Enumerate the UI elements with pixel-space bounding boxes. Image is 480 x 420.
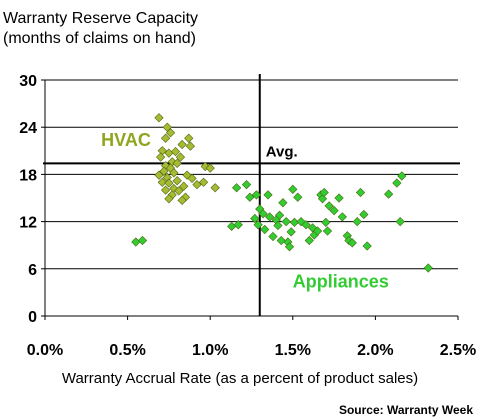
- data-point-hvac: [185, 141, 196, 151]
- data-point-appliances: [263, 190, 273, 200]
- data-point-appliances: [278, 198, 288, 208]
- data-point-appliances: [137, 235, 148, 246]
- data-point-hvac: [210, 183, 220, 193]
- data-point-appliances: [304, 235, 314, 246]
- data-point-appliances: [265, 212, 275, 222]
- annotation-appliances: Appliances: [293, 272, 389, 292]
- data-point-appliances: [233, 220, 243, 230]
- gridlines: [45, 79, 458, 270]
- y-tick-label: 18: [19, 167, 37, 184]
- annotations: HVAC Appliances: [101, 130, 389, 292]
- data-point-appliances: [245, 192, 255, 202]
- data-point-appliances: [337, 212, 347, 222]
- x-tick-label: 2.0%: [357, 342, 393, 359]
- data-point-hvac: [154, 170, 164, 180]
- data-point-appliances: [329, 205, 339, 216]
- data-point-appliances: [397, 171, 407, 181]
- y-tick-label: 0: [28, 309, 37, 326]
- x-axis-label: Warranty Accrual Rate (as a percent of p…: [62, 370, 418, 387]
- x-tick-label: 0.5%: [109, 342, 145, 359]
- data-point-hvac: [169, 168, 179, 178]
- x-tick-label: 1.0%: [192, 342, 228, 359]
- data-point-appliances: [359, 209, 369, 220]
- data-point-hvac: [205, 163, 215, 173]
- source-note: Source: Warranty Week: [339, 403, 473, 417]
- data-point-hvac: [159, 166, 169, 176]
- data-point-appliances: [319, 187, 329, 198]
- data-point-appliances: [352, 216, 362, 227]
- data-point-appliances: [423, 263, 433, 273]
- data-point-hvac: [160, 133, 171, 143]
- data-point-appliances: [317, 194, 328, 204]
- data-point-appliances: [274, 210, 285, 220]
- data-point-appliances: [260, 224, 270, 235]
- data-point-appliances: [293, 192, 303, 202]
- data-point-hvac: [187, 173, 197, 183]
- data-point-hvac: [174, 186, 184, 196]
- data-point-appliances: [392, 178, 402, 188]
- data-point-hvac: [177, 195, 187, 205]
- chart-title: Warranty Reserve Capacity: [3, 10, 198, 27]
- data-point-appliances: [276, 235, 286, 246]
- data-point-appliances: [355, 187, 366, 198]
- data-point-appliances: [241, 180, 252, 190]
- x-tick-label: 2.5%: [440, 342, 476, 359]
- data-point-appliances: [395, 216, 405, 227]
- data-point-appliances: [301, 220, 311, 230]
- y-tick-label: 30: [19, 73, 37, 90]
- x-tick-label: 1.5%: [275, 342, 311, 359]
- y-tick-label: 12: [19, 215, 37, 232]
- data-point-appliances: [284, 242, 295, 252]
- data-point-appliances: [334, 193, 344, 203]
- data-point-appliances: [251, 190, 262, 200]
- axes: [41, 79, 459, 320]
- data-point-hvac: [165, 128, 176, 138]
- data-point-hvac: [154, 113, 164, 123]
- tick-labels: 0 6 12 18 24 30 0.0% 0.5% 1.0% 1.5% 2.0% 2.5%: [19, 73, 476, 359]
- data-point-hvac: [160, 185, 171, 195]
- data-point-appliances: [232, 183, 242, 193]
- data-points: [131, 113, 433, 273]
- data-point-appliances: [347, 238, 357, 248]
- data-point-hvac: [198, 177, 209, 187]
- data-point-appliances: [286, 227, 296, 237]
- data-point-hvac: [164, 178, 174, 188]
- x-tick-label: 0.0%: [27, 342, 63, 359]
- data-point-appliances: [227, 221, 237, 231]
- data-point-appliances: [281, 216, 291, 227]
- data-point-appliances: [250, 213, 260, 224]
- data-point-hvac: [192, 180, 202, 190]
- data-point-hvac: [156, 152, 166, 162]
- data-point-hvac: [172, 158, 182, 169]
- data-point-hvac: [164, 194, 174, 204]
- data-point-appliances: [268, 231, 278, 242]
- data-point-hvac: [175, 152, 186, 162]
- data-point-appliances: [321, 217, 331, 228]
- annotation-hvac: HVAC: [101, 130, 151, 150]
- data-point-hvac: [184, 133, 194, 143]
- y-tick-label: 24: [19, 120, 37, 137]
- y-tick-label: 6: [28, 262, 37, 279]
- data-point-appliances: [258, 209, 268, 219]
- data-point-hvac: [170, 146, 181, 157]
- data-point-hvac: [177, 139, 187, 150]
- data-point-hvac: [179, 181, 189, 191]
- data-point-appliances: [324, 201, 334, 211]
- data-point-appliances: [383, 189, 394, 199]
- data-point-appliances: [362, 241, 372, 251]
- avg-label: Avg.: [266, 143, 298, 160]
- data-point-appliances: [288, 184, 298, 194]
- data-point-appliances: [322, 226, 333, 236]
- data-point-appliances: [131, 237, 141, 247]
- data-point-hvac: [172, 176, 182, 186]
- data-point-appliances: [273, 220, 283, 231]
- chart-subtitle: (months of claims on hand): [3, 30, 196, 47]
- data-point-appliances: [312, 226, 323, 236]
- data-point-appliances: [253, 220, 263, 230]
- data-point-hvac: [157, 177, 167, 187]
